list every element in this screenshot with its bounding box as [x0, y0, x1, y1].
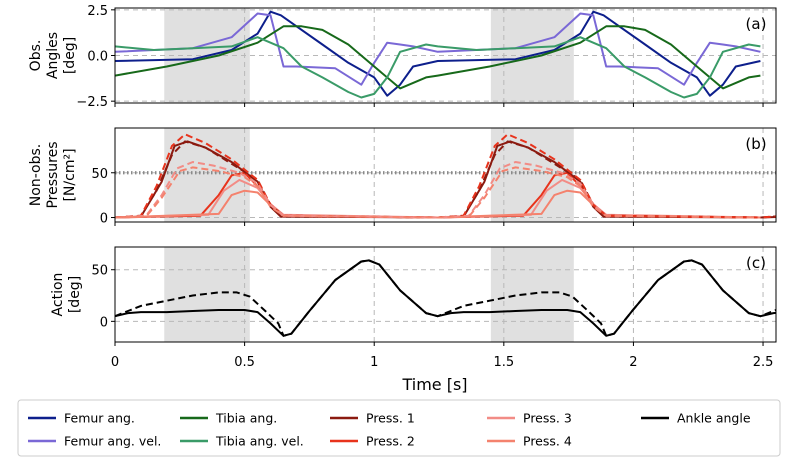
series-line — [115, 259, 776, 337]
series-group — [115, 259, 776, 337]
legend-entry: Press. 4 — [487, 434, 572, 449]
y-axis-label: Pressures — [45, 141, 61, 208]
legend-label: Press. 3 — [523, 411, 572, 426]
legend-entry: Press. 3 — [487, 411, 572, 426]
legend-label: Ankle angle — [677, 411, 751, 426]
legend-label: Femur ang. — [64, 411, 135, 426]
legend-entry: Press. 1 — [330, 411, 415, 426]
series-group — [115, 10, 761, 99]
panel-frame — [114, 127, 777, 223]
legend-entry: Tibia ang. vel. — [180, 434, 304, 449]
series-group — [115, 133, 776, 219]
legend-entry: Ankle angle — [641, 411, 751, 426]
legend-frame — [17, 399, 781, 457]
shaded-interval — [490, 247, 574, 342]
y-tick-label: 50 — [91, 264, 108, 279]
x-axis-label: Time [s] — [401, 375, 467, 394]
legend-label: Press. 4 — [523, 434, 572, 449]
legend-label: Tibia ang. — [215, 411, 277, 426]
y-tick-label: 2.5 — [87, 4, 108, 19]
y-tick-label: 0 — [100, 315, 108, 330]
legend-entry: Press. 2 — [330, 434, 415, 449]
panel-c: 50 0 (c) Action [deg] — [50, 246, 777, 346]
x-tick-label: 2 — [629, 355, 637, 370]
series-line — [115, 25, 761, 90]
y-axis-label: [deg] — [62, 37, 78, 74]
x-tick-label: 2.5 — [753, 355, 774, 370]
x-axis: 0 0.5 1 1.5 2 2.5 — [111, 355, 774, 370]
series-line — [115, 36, 761, 99]
panel-tag: (a) — [746, 15, 767, 33]
panel-tag: (b) — [745, 135, 766, 153]
y-axis-label: Non-obs. — [28, 144, 44, 206]
legend-label: Press. 2 — [366, 434, 415, 449]
series-line — [115, 10, 761, 97]
x-tick-label: 0.5 — [234, 355, 255, 370]
y-axis-label: [deg] — [67, 276, 83, 313]
panel-frame — [114, 246, 777, 343]
x-tick-label: 1.5 — [493, 355, 514, 370]
y-tick-label: 0 — [100, 212, 108, 227]
panel-tag: (c) — [746, 254, 766, 272]
legend-label: Tibia ang. vel. — [215, 434, 304, 449]
legend-label: Femur ang. vel. — [64, 434, 161, 449]
legend-entry: Femur ang. vel. — [28, 434, 161, 449]
legend-label: Press. 1 — [366, 411, 415, 426]
y-axis-label: Obs. — [28, 40, 44, 72]
y-axis-label: Angles — [45, 32, 61, 79]
y-tick-label: 0.0 — [87, 50, 108, 65]
legend-entry: Tibia ang. — [180, 411, 277, 426]
y-tick-label: −2.5 — [76, 95, 108, 110]
panels: 2.50.0−2.5(a)Obs. Angles [deg]500(b)Non-ob… — [28, 4, 777, 346]
series-line — [115, 166, 761, 219]
legend-entry: Femur ang. — [28, 411, 135, 426]
shaded-interval — [164, 247, 250, 342]
y-axis-label: Action — [50, 273, 66, 317]
panel-b: 50 0 (b) Non-obs. Pressures [N/cm²] — [28, 127, 777, 227]
y-tick-label: 50 — [91, 167, 108, 182]
y-axis-label: [N/cm²] — [62, 148, 78, 201]
x-tick-label: 1 — [370, 355, 378, 370]
panel-a: 2.5 0.0 −2.5 (a) Obs. Angles [deg] — [28, 4, 777, 110]
legend: Femur ang. Femur ang. vel. Tibia ang. Tibia… — [17, 399, 781, 457]
x-tick-label: 0 — [111, 355, 119, 370]
